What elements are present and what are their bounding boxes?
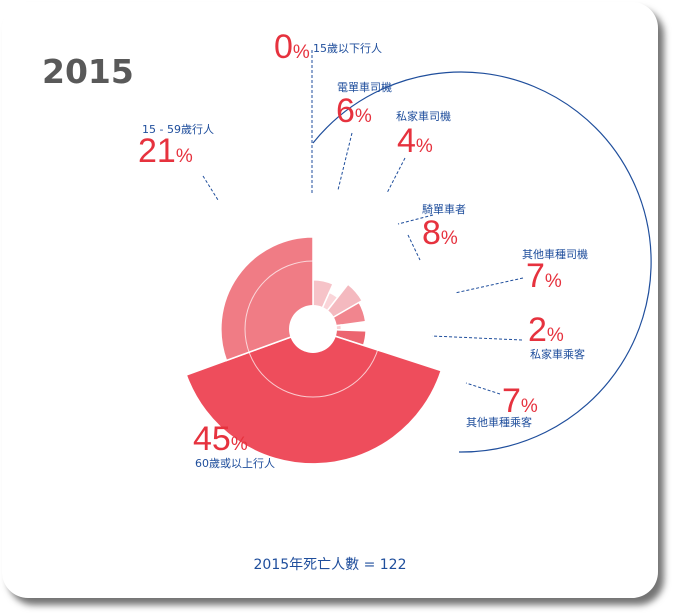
leader-line (202, 175, 219, 201)
leader-line (386, 157, 406, 194)
leader-line (407, 234, 421, 261)
leader-lines (202, 50, 524, 395)
data-label-私家車司機-value: 4% (397, 122, 433, 160)
data-label-60歲或以上行人-value: 45% (193, 420, 248, 458)
data-label-15-59歲行人-name: 15 - 59歲行人 (142, 123, 214, 136)
data-label-15歲以下行人-name: 15歲以下行人 (313, 42, 382, 55)
sector-60歲或以上行人 (185, 328, 443, 465)
data-label-電單車司機-name: 電單車司機 (337, 81, 392, 94)
data-label-其他車種乘客-name: 其他車種乘客 (466, 416, 532, 429)
data-label-其他車種乘客-value: 7% (502, 382, 538, 420)
leader-line (337, 132, 353, 191)
data-label-60歲或以上行人-name: 60歲或以上行人 (195, 457, 275, 470)
chart-sectors (185, 236, 443, 465)
data-label-電單車司機-value: 6% (336, 92, 372, 130)
inner-guide-ring (244, 260, 382, 398)
data-label-其他車種司機-name: 其他車種司機 (522, 248, 588, 261)
data-label-15歲以下行人-value: 0% (274, 28, 310, 66)
total-deaths-label: 2015年死亡人數 = 122 (253, 557, 407, 573)
leader-line (465, 382, 501, 395)
data-label-15-59歲行人-value: 21% (138, 132, 193, 170)
data-label-騎單車者-name: 騎單車者 (422, 203, 466, 216)
leader-line (431, 335, 523, 341)
page-title: 2015 (42, 52, 134, 91)
leader-line (454, 277, 524, 294)
leader-line (397, 214, 434, 225)
outer-ring-arc (312, 71, 652, 453)
data-label-私家車司機-name: 私家車司機 (396, 110, 451, 123)
data-label-私家車乘客-name: 私家車乘客 (530, 348, 585, 361)
center-hole (289, 305, 337, 353)
data-label-其他車種司機-value: 7% (526, 257, 562, 295)
data-label-騎單車者-value: 8% (422, 214, 458, 252)
outer-ring (312, 71, 652, 453)
data-label-私家車乘客-value: 2% (528, 311, 564, 349)
